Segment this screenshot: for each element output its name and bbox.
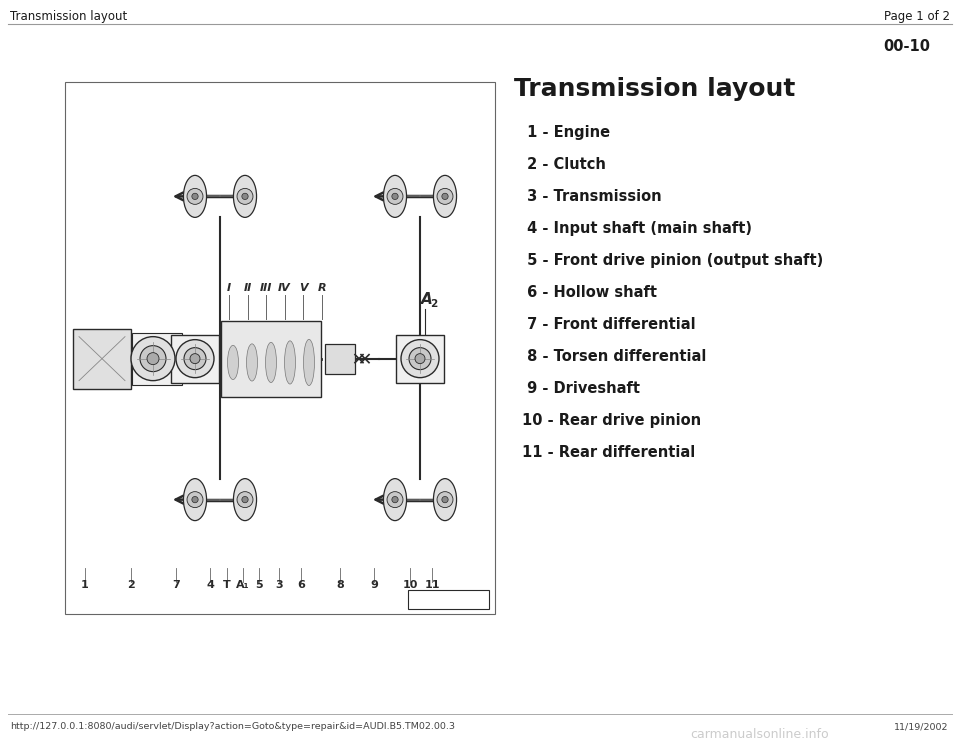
Text: IV: IV [278,283,291,292]
Bar [396,335,444,383]
Text: 2 - Clutch: 2 - Clutch [522,157,606,172]
Circle shape [242,496,248,503]
FancyBboxPatch shape [407,589,489,608]
Text: 4 - Input shaft (main shaft): 4 - Input shaft (main shaft) [522,221,752,236]
Text: 8: 8 [336,580,344,590]
Text: T: T [223,580,230,590]
Text: 9: 9 [370,580,378,590]
Circle shape [437,492,453,508]
Bar [65,82,495,614]
Circle shape [442,496,448,503]
Text: 6: 6 [297,580,305,590]
Text: 1: 1 [82,580,89,590]
Text: 4: 4 [206,580,214,590]
Circle shape [192,193,198,200]
Text: 11/19/2002: 11/19/2002 [894,722,948,731]
Text: Page 1 of 2: Page 1 of 2 [884,10,950,23]
Ellipse shape [247,344,257,381]
Circle shape [442,193,448,200]
Ellipse shape [183,175,206,217]
Ellipse shape [233,175,256,217]
Bar [132,332,182,384]
Text: 10 - Rear drive pinion: 10 - Rear drive pinion [522,413,701,428]
Circle shape [192,496,198,503]
Ellipse shape [266,342,276,383]
Circle shape [237,492,253,508]
Circle shape [184,348,206,370]
Ellipse shape [284,341,296,384]
Circle shape [242,193,248,200]
Circle shape [176,340,214,378]
Text: I: I [227,283,231,292]
Ellipse shape [434,175,457,217]
Text: 3: 3 [276,580,283,590]
Text: http://127.0.0.1:8080/audi/servlet/Display?action=Goto&type=repair&id=AUDI.B5.TM: http://127.0.0.1:8080/audi/servlet/Displ… [10,722,455,731]
Ellipse shape [233,479,256,521]
Text: 00-10: 00-10 [883,39,930,54]
Circle shape [190,354,200,364]
Ellipse shape [434,479,457,521]
Text: A₁: A₁ [236,580,250,590]
Text: 10: 10 [402,580,418,590]
Text: 8 - Torsen differential: 8 - Torsen differential [522,349,707,364]
Ellipse shape [383,175,406,217]
Circle shape [387,492,403,508]
Circle shape [147,352,159,364]
Ellipse shape [183,479,206,521]
Circle shape [387,188,403,204]
Circle shape [401,340,439,378]
Text: 11 - Rear differential: 11 - Rear differential [522,445,695,460]
Text: 6 - Hollow shaft: 6 - Hollow shaft [522,285,657,300]
Circle shape [437,188,453,204]
Circle shape [187,492,203,508]
Text: N35-0076: N35-0076 [420,594,475,604]
Text: Transmission layout: Transmission layout [514,77,796,101]
Text: 2: 2 [430,298,437,309]
Text: A: A [421,292,433,306]
Circle shape [131,337,175,381]
Text: 7: 7 [172,580,180,590]
Bar [325,344,355,374]
Bar [171,335,219,383]
Circle shape [140,346,166,372]
Text: II: II [244,283,252,292]
Text: 11: 11 [424,580,440,590]
Text: 7 - Front differential: 7 - Front differential [522,317,696,332]
Circle shape [409,348,431,370]
Text: 5 - Front drive pinion (output shaft): 5 - Front drive pinion (output shaft) [522,253,824,268]
Ellipse shape [228,345,238,380]
Bar [221,321,321,397]
Text: 9 - Driveshaft: 9 - Driveshaft [522,381,640,396]
Circle shape [415,354,425,364]
Text: 1 - Engine: 1 - Engine [522,125,611,140]
Text: R: R [318,283,326,292]
Ellipse shape [383,479,406,521]
Text: 3 - Transmission: 3 - Transmission [522,189,661,204]
Text: V: V [299,283,307,292]
Ellipse shape [303,339,315,386]
Text: 5: 5 [255,580,263,590]
Circle shape [392,193,398,200]
Bar [73,329,131,389]
Text: carmanualsonline.info: carmanualsonline.info [690,728,829,741]
Text: III: III [260,283,273,292]
Text: Transmission layout: Transmission layout [10,10,128,23]
Circle shape [392,496,398,503]
Circle shape [237,188,253,204]
Text: 2: 2 [127,580,134,590]
Circle shape [187,188,203,204]
